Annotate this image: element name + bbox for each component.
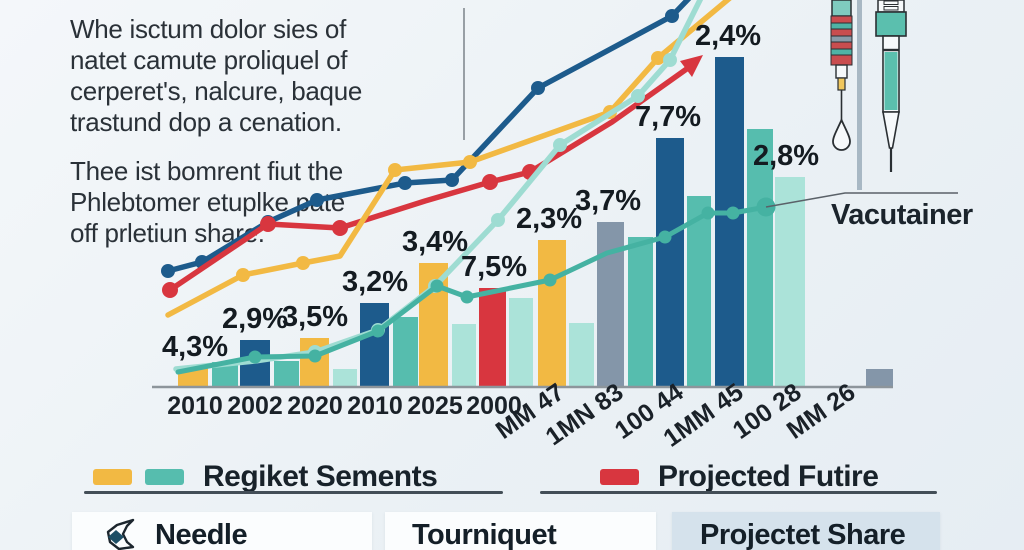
series-marker-share-teal bbox=[460, 290, 474, 304]
series-marker-segment-teal-light bbox=[631, 89, 645, 103]
bar-teal bbox=[747, 129, 773, 386]
bar-teal bbox=[628, 237, 653, 386]
legend-market-segments: Regiket Sements bbox=[93, 460, 438, 493]
card-tourniquet-label: Tourniquet bbox=[412, 518, 557, 550]
intro-line: Whe isctum dolor sies of bbox=[70, 14, 347, 44]
series-marker-segment-yellow bbox=[651, 51, 665, 65]
series-marker-segment-teal-light bbox=[663, 53, 677, 67]
series-marker-segment-yellow bbox=[296, 256, 310, 270]
legend-swatch-yellow bbox=[93, 469, 132, 485]
data-label-pct: 2,3% bbox=[516, 203, 582, 235]
card-tourniquet: Tourniquet bbox=[385, 512, 656, 550]
data-label-pct: 2,8% bbox=[753, 140, 819, 172]
x-tick-label: 2025 bbox=[407, 392, 463, 420]
bar-blue bbox=[656, 138, 684, 386]
legend-swatch-teal bbox=[145, 469, 184, 485]
intro-paragraph-1: Whe isctum dolor sies of natet camute pr… bbox=[70, 14, 415, 138]
intro-line: trastund dop a cenation. bbox=[70, 107, 342, 137]
series-line-projected-red bbox=[167, 65, 691, 293]
legend-label-projected: Projected Futire bbox=[658, 460, 879, 493]
bar-tealLight bbox=[333, 369, 357, 386]
x-tick-label: 2010 bbox=[347, 392, 403, 420]
legend-rule-left bbox=[84, 491, 503, 494]
series-marker-segment-teal-light bbox=[491, 213, 505, 227]
bar-blue bbox=[715, 57, 744, 386]
legend-rule-right bbox=[540, 491, 937, 494]
series-marker-projected-red bbox=[260, 216, 276, 232]
series-marker-historic-blue bbox=[531, 81, 545, 95]
series-marker-segment-yellow bbox=[463, 155, 477, 169]
bar-blue bbox=[360, 303, 389, 386]
intro-line: cerperet's, nalcure, baque bbox=[70, 76, 363, 106]
series-marker-share-teal bbox=[371, 324, 385, 338]
card-needle: Needle bbox=[72, 512, 372, 550]
bar-tealLight bbox=[509, 298, 533, 386]
x-tick-label: 2020 bbox=[287, 392, 343, 420]
data-label-pct: 7,5% bbox=[461, 251, 527, 283]
card-share-label: Projectet Share bbox=[700, 518, 906, 550]
legend-projected-future: Projected Futire bbox=[600, 460, 879, 493]
card-projected-share: Projectet Share bbox=[672, 512, 940, 550]
data-label-pct: 3,4% bbox=[402, 226, 468, 258]
bar-tealLight bbox=[775, 177, 805, 386]
data-label-pct: 3,5% bbox=[282, 301, 348, 333]
x-tick-label: 2000 bbox=[466, 392, 522, 420]
series-marker-historic-blue bbox=[665, 9, 679, 23]
series-marker-share-teal bbox=[248, 350, 262, 364]
bar-teal bbox=[687, 196, 711, 386]
legend-label-segments: Regiket Sements bbox=[203, 460, 438, 493]
data-label-pct: 2,9% bbox=[222, 303, 288, 335]
series-marker-share-teal bbox=[701, 206, 715, 220]
data-label-pct: 4,3% bbox=[162, 331, 228, 363]
bar-tealLight bbox=[569, 323, 594, 386]
series-marker-share-teal bbox=[726, 206, 740, 220]
data-label-pct: 7,7% bbox=[635, 101, 701, 133]
series-marker-projected-red bbox=[482, 174, 498, 190]
bar-gray bbox=[597, 222, 624, 386]
bar-tealLight bbox=[452, 324, 476, 386]
series-marker-segment-yellow bbox=[388, 163, 402, 177]
x-tick-label: 2010 bbox=[167, 392, 223, 420]
series-marker-historic-blue bbox=[161, 264, 175, 278]
needle-icon bbox=[106, 518, 135, 550]
bar-teal bbox=[274, 361, 299, 386]
legend-swatch-red bbox=[600, 469, 639, 485]
data-label-pct: 2,4% bbox=[695, 20, 761, 52]
intro-line: Phlebtomer etuplke pate bbox=[70, 187, 345, 217]
intro-paragraph-2: Thee ist bomrent fiut the Phlebtomer etu… bbox=[70, 156, 415, 249]
series-marker-segment-teal-light bbox=[553, 138, 567, 152]
card-needle-label: Needle bbox=[155, 518, 248, 550]
bar-gray bbox=[866, 369, 893, 386]
intro-text: Whe isctum dolor sies of natet camute pr… bbox=[70, 14, 415, 267]
series-marker-share-teal bbox=[658, 230, 672, 244]
bar-teal bbox=[393, 317, 418, 386]
bar-yellow bbox=[538, 240, 566, 386]
data-label-pct: 3,7% bbox=[575, 185, 641, 217]
intro-line: natet camute proliquel of bbox=[70, 45, 348, 75]
series-marker-share-teal bbox=[430, 279, 444, 293]
data-label-pct: 3,2% bbox=[342, 266, 408, 298]
series-marker-share-teal bbox=[543, 273, 557, 287]
vacutainer-label: Vacutainer bbox=[831, 199, 973, 231]
series-marker-historic-blue bbox=[310, 193, 324, 207]
series-marker-projected-red bbox=[162, 282, 178, 298]
series-marker-historic-blue bbox=[398, 176, 412, 190]
series-marker-historic-blue bbox=[445, 173, 459, 187]
series-marker-projected-red bbox=[332, 220, 348, 236]
x-tick-label: 2002 bbox=[227, 392, 283, 420]
intro-line: Thee ist bomrent fiut the bbox=[70, 156, 343, 186]
vacutainer-callout-line bbox=[765, 192, 958, 208]
series-marker-segment-yellow bbox=[236, 268, 250, 282]
series-marker-share-teal bbox=[308, 349, 322, 363]
arrowhead-projected-red bbox=[680, 55, 703, 77]
bar-red bbox=[479, 288, 506, 386]
